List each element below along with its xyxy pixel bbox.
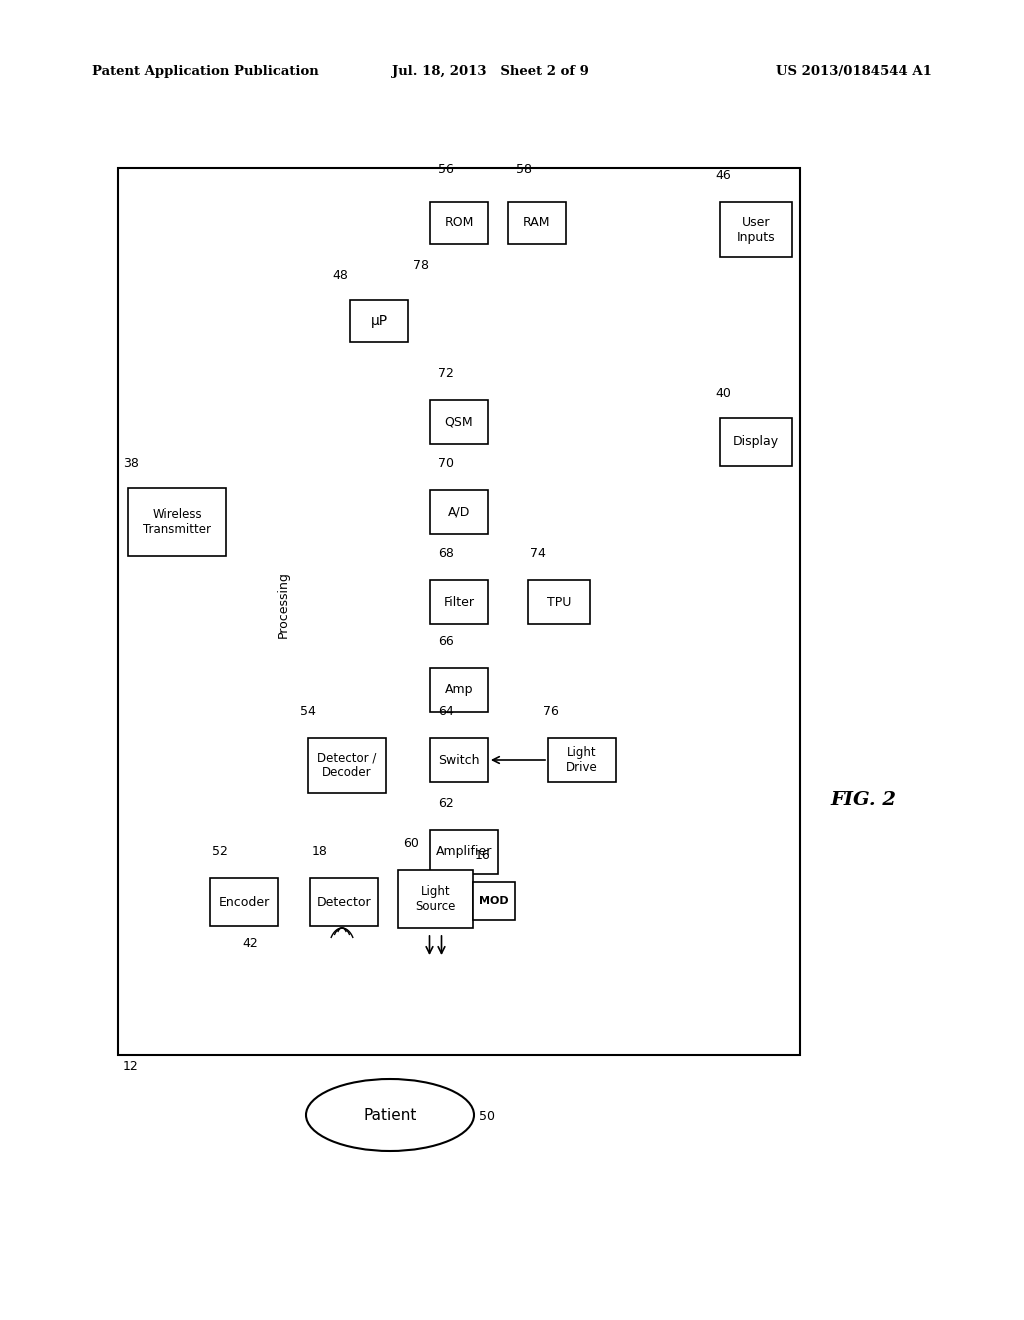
Text: US 2013/0184544 A1: US 2013/0184544 A1: [776, 66, 932, 78]
Text: Detector: Detector: [316, 895, 372, 908]
Bar: [430, 668, 488, 711]
Text: 40: 40: [715, 387, 731, 400]
Text: Amplifier: Amplifier: [436, 846, 493, 858]
Text: 16: 16: [475, 849, 490, 862]
Text: Filter: Filter: [443, 595, 474, 609]
Bar: [430, 738, 488, 781]
Text: Processing: Processing: [276, 572, 290, 639]
Bar: [398, 870, 473, 928]
Text: MOD: MOD: [479, 896, 509, 906]
Text: 56: 56: [438, 162, 454, 176]
Text: 64: 64: [438, 705, 454, 718]
Bar: [548, 738, 616, 781]
Text: Patent Application Publication: Patent Application Publication: [92, 66, 318, 78]
Bar: [528, 579, 590, 624]
Text: 42: 42: [242, 937, 258, 950]
Text: 50: 50: [479, 1110, 495, 1123]
Bar: [430, 579, 488, 624]
Text: RAM: RAM: [523, 216, 551, 230]
Bar: [310, 878, 378, 927]
Bar: [312, 180, 687, 420]
Text: TPU: TPU: [547, 595, 571, 609]
Text: 54: 54: [300, 705, 315, 718]
Text: 78: 78: [413, 259, 429, 272]
Text: 48: 48: [332, 269, 348, 282]
Bar: [270, 180, 688, 970]
Text: Light
Drive: Light Drive: [566, 746, 598, 774]
Bar: [473, 882, 515, 920]
Text: 38: 38: [123, 457, 139, 470]
Bar: [128, 488, 226, 556]
Text: 46: 46: [715, 169, 731, 182]
Bar: [210, 878, 278, 927]
Bar: [308, 738, 386, 793]
Text: 72: 72: [438, 367, 454, 380]
Text: 76: 76: [543, 705, 559, 718]
Text: 58: 58: [516, 162, 532, 176]
Text: μP: μP: [371, 314, 387, 327]
Text: 66: 66: [438, 635, 454, 648]
Text: User
Inputs: User Inputs: [736, 215, 775, 243]
Text: ROM: ROM: [444, 216, 474, 230]
Bar: [430, 202, 488, 244]
Bar: [118, 168, 800, 1055]
Text: 74: 74: [530, 546, 546, 560]
Text: Encoder: Encoder: [218, 895, 269, 908]
Text: Jul. 18, 2013   Sheet 2 of 9: Jul. 18, 2013 Sheet 2 of 9: [391, 66, 589, 78]
Text: Wireless
Transmitter: Wireless Transmitter: [143, 508, 211, 536]
Text: Display: Display: [733, 436, 779, 449]
Bar: [350, 300, 408, 342]
Text: Amp: Amp: [444, 684, 473, 697]
Text: Light
Source: Light Source: [416, 884, 456, 913]
Text: 60: 60: [403, 837, 419, 850]
Ellipse shape: [306, 1078, 474, 1151]
Bar: [430, 490, 488, 535]
Text: 52: 52: [212, 845, 228, 858]
Text: 68: 68: [438, 546, 454, 560]
Text: A/D: A/D: [447, 506, 470, 519]
Text: Detector /
Decoder: Detector / Decoder: [317, 751, 377, 780]
Text: 62: 62: [438, 797, 454, 810]
Text: FIG. 2: FIG. 2: [830, 791, 896, 809]
Text: Patient: Patient: [364, 1107, 417, 1122]
Text: Switch: Switch: [438, 754, 480, 767]
Bar: [720, 202, 792, 257]
Text: 12: 12: [123, 1060, 138, 1073]
Bar: [720, 418, 792, 466]
Text: 70: 70: [438, 457, 454, 470]
Text: QSM: QSM: [444, 416, 473, 429]
Bar: [430, 400, 488, 444]
Bar: [430, 830, 498, 874]
Bar: [508, 202, 566, 244]
Text: 18: 18: [312, 845, 328, 858]
